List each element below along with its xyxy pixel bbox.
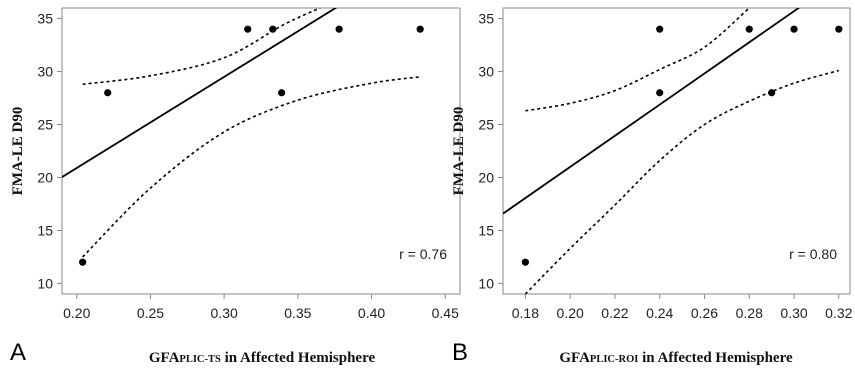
panel-letter: A <box>10 339 26 366</box>
y-tick-label: 30 <box>478 64 494 80</box>
x-axis-title-prefix: GFA <box>559 350 590 366</box>
data-point <box>656 25 664 33</box>
data-point <box>104 89 112 97</box>
x-axis-title: GFAPLIC-TS in Affected Hemisphere <box>149 350 376 366</box>
y-tick-label: 30 <box>37 64 53 80</box>
x-axis-title-suffix: in Affected Hemisphere <box>221 350 376 366</box>
x-tick-label: 0.25 <box>137 305 164 321</box>
panel-a: 0.20 0.25 0.30 0.35 0.40 0.45 10 15 20 25 30 35 r = … <box>10 7 461 366</box>
x-tick-label: 0.22 <box>601 305 628 321</box>
ci-lower-curve <box>524 69 840 294</box>
y-tick-label: 35 <box>478 11 494 27</box>
y-tick-label: 15 <box>478 222 494 238</box>
x-tick-label: 0.20 <box>557 305 584 321</box>
y-tick-label: 10 <box>37 275 53 291</box>
y-axis-title: FMA-LE D90 <box>10 107 26 196</box>
y-axis-title: FMA-LE D90 <box>451 107 467 196</box>
data-point <box>416 25 424 33</box>
correlation-label: r = 0.80 <box>789 246 837 262</box>
regression-line <box>62 8 338 178</box>
x-tick-label: 0.24 <box>646 305 673 321</box>
x-tick-label: 0.18 <box>512 305 539 321</box>
x-tick-label: 0.30 <box>211 305 238 321</box>
plot-area <box>62 8 421 258</box>
data-point <box>278 89 286 97</box>
regression-line <box>503 8 801 215</box>
data-point <box>269 25 277 33</box>
data-point <box>335 25 343 33</box>
data-point <box>790 25 798 33</box>
data-point <box>656 89 664 97</box>
y-tick-label: 20 <box>478 169 494 185</box>
y-tick-label: 35 <box>37 11 53 27</box>
data-point <box>745 25 753 33</box>
data-point <box>835 25 843 33</box>
y-tick-label: 25 <box>37 117 53 133</box>
y-tick-label: 25 <box>478 117 494 133</box>
y-tick-label: 10 <box>478 275 494 291</box>
x-tick-label: 0.20 <box>63 305 90 321</box>
plot-area <box>503 8 840 294</box>
x-tick-label: 0.32 <box>825 305 852 321</box>
plot-frame <box>502 7 851 295</box>
x-tick-label: 0.40 <box>358 305 385 321</box>
ci-upper-curve <box>82 8 321 86</box>
ci-lower-curve <box>82 76 421 258</box>
x-axis-title-prefix: GFA <box>149 350 180 366</box>
panel-letter: B <box>452 339 468 366</box>
ci-upper-curve <box>525 8 750 112</box>
correlation-label: r = 0.76 <box>399 246 447 262</box>
x-tick-label: 0.35 <box>284 305 311 321</box>
data-point <box>79 258 87 266</box>
x-axis-title-subscript: PLIC-ROI <box>590 354 638 365</box>
x-tick-label: 0.26 <box>691 305 718 321</box>
x-tick-label: 0.30 <box>780 305 807 321</box>
data-point <box>768 89 776 97</box>
x-axis-title-subscript: PLIC-TS <box>179 354 221 365</box>
x-tick-label: 0.28 <box>736 305 763 321</box>
x-axis-title-suffix: in Affected Hemisphere <box>638 350 793 366</box>
x-tick-label: 0.45 <box>432 305 459 321</box>
x-axis-title: GFAPLIC-ROI in Affected Hemisphere <box>559 350 793 366</box>
y-tick-label: 15 <box>37 222 53 238</box>
data-point <box>521 258 529 266</box>
plot-frame <box>61 7 461 295</box>
panel-b: 0.18 0.20 0.22 0.24 0.26 0.28 0.30 0.32 10 15 20 25… <box>451 7 853 366</box>
data-point <box>244 25 252 33</box>
y-tick-label: 20 <box>37 169 53 185</box>
